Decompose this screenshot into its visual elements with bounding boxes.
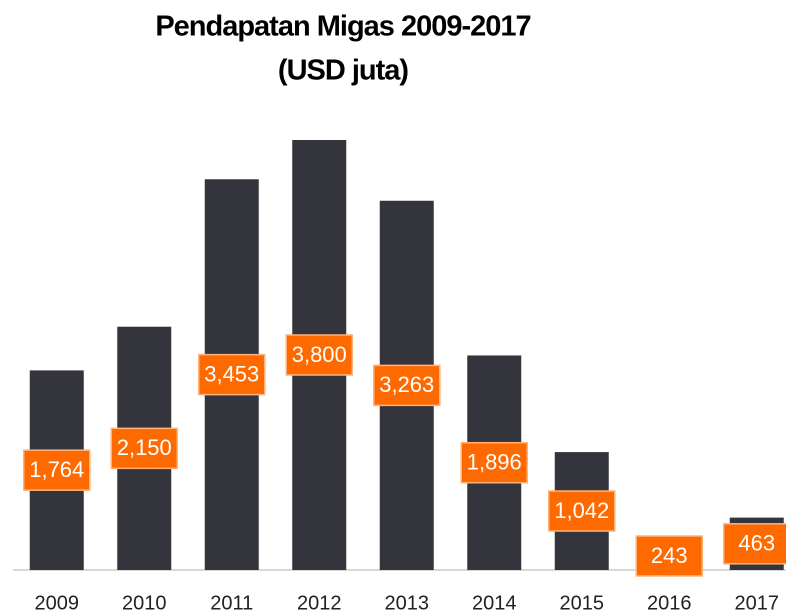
value-label: 3,263 [379, 372, 434, 397]
x-tick-label: 2017 [735, 592, 780, 614]
value-label: 1,764 [29, 457, 84, 482]
value-label: 1,896 [467, 450, 522, 475]
value-label-box [110, 427, 178, 470]
x-tick-label: 2013 [385, 592, 430, 614]
x-tick-label: 2016 [647, 592, 692, 614]
x-tick-label: 2015 [560, 592, 605, 614]
x-tick-label: 2010 [122, 592, 167, 614]
x-tick-label: 2009 [35, 592, 80, 614]
value-label: 2,150 [117, 435, 172, 460]
chart-title: Pendapatan Migas 2009-2017 [155, 11, 530, 43]
value-label: 463 [738, 531, 775, 556]
value-label-box [548, 490, 616, 532]
value-label: 1,042 [554, 498, 609, 523]
chart-subtitle: (USD juta) [278, 55, 409, 87]
value-label-box [460, 441, 528, 484]
value-label-box [285, 334, 353, 376]
x-tick-label: 2012 [297, 592, 342, 614]
value-label-box [635, 535, 703, 577]
x-tick-label: 2014 [472, 592, 517, 614]
value-label-box [723, 523, 786, 565]
value-label-box [373, 364, 441, 407]
value-label: 243 [651, 543, 688, 568]
value-label-box [23, 449, 91, 491]
value-label-box [198, 353, 266, 396]
x-tick-label: 2011 [210, 592, 253, 614]
value-label: 3,453 [204, 361, 259, 386]
value-label: 3,800 [292, 342, 347, 367]
